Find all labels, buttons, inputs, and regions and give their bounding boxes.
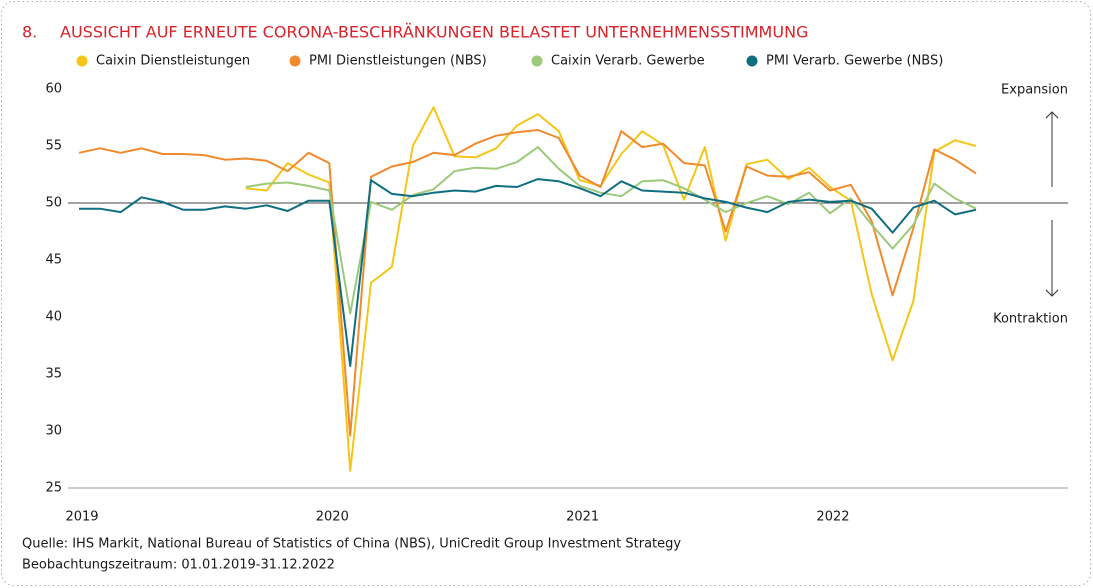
y-tick-label: 40 bbox=[45, 310, 62, 325]
y-tick-label: 60 bbox=[45, 82, 62, 97]
legend-label: Caixin Dienstleistungen bbox=[96, 54, 250, 69]
legend-label: PMI Verarb. Gewerbe (NBS) bbox=[766, 54, 943, 69]
y-tick-label: 30 bbox=[45, 424, 62, 439]
x-tick-label: 2020 bbox=[316, 510, 349, 525]
x-tick-label: 2022 bbox=[816, 510, 849, 525]
legend-label: PMI Dienstleistungen (NBS) bbox=[309, 54, 487, 69]
legend-marker bbox=[531, 55, 543, 67]
chart-number: 8. bbox=[22, 23, 37, 42]
legend-marker bbox=[289, 55, 301, 67]
legend-marker bbox=[76, 55, 88, 67]
series-line bbox=[78, 129, 977, 437]
y-tick-label: 55 bbox=[45, 139, 62, 154]
arrows bbox=[1045, 111, 1059, 297]
annotation: Expansion bbox=[1001, 83, 1068, 98]
series-line bbox=[245, 146, 977, 315]
y-tick-label: 50 bbox=[45, 196, 62, 211]
x-tick-label: 2021 bbox=[566, 510, 599, 525]
source: Quelle: IHS Markit, National Bureau of S… bbox=[22, 537, 681, 552]
series-line bbox=[79, 178, 977, 367]
legend-label: Caixin Verarb. Gewerbe bbox=[551, 54, 705, 69]
series-line bbox=[245, 106, 977, 472]
y-tick-label: 35 bbox=[45, 367, 62, 382]
x-tick-label: 2019 bbox=[65, 510, 98, 525]
legend-marker bbox=[746, 55, 758, 67]
y-tick-label: 45 bbox=[45, 253, 62, 268]
y-tick-label: 25 bbox=[45, 481, 62, 496]
annotation: Kontraktion bbox=[993, 312, 1068, 327]
chart-title: AUSSICHT AUF ERNEUTE CORONA-BESCHRÄNKUNG… bbox=[60, 23, 808, 42]
period: Beobachtungszeitraum: 01.01.2019-31.12.2… bbox=[22, 558, 335, 573]
